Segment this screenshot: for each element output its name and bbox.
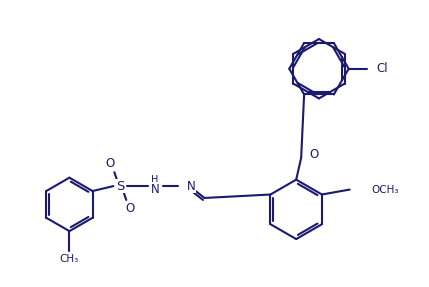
Text: Cl: Cl xyxy=(376,62,388,75)
Text: O: O xyxy=(126,202,135,215)
Text: OCH₃: OCH₃ xyxy=(372,185,399,195)
Text: N: N xyxy=(151,183,159,195)
Text: H: H xyxy=(151,175,159,185)
Text: CH₃: CH₃ xyxy=(60,254,79,264)
Text: O: O xyxy=(106,157,115,170)
Text: N: N xyxy=(187,180,195,193)
Text: O: O xyxy=(309,148,318,161)
Text: S: S xyxy=(116,180,124,193)
